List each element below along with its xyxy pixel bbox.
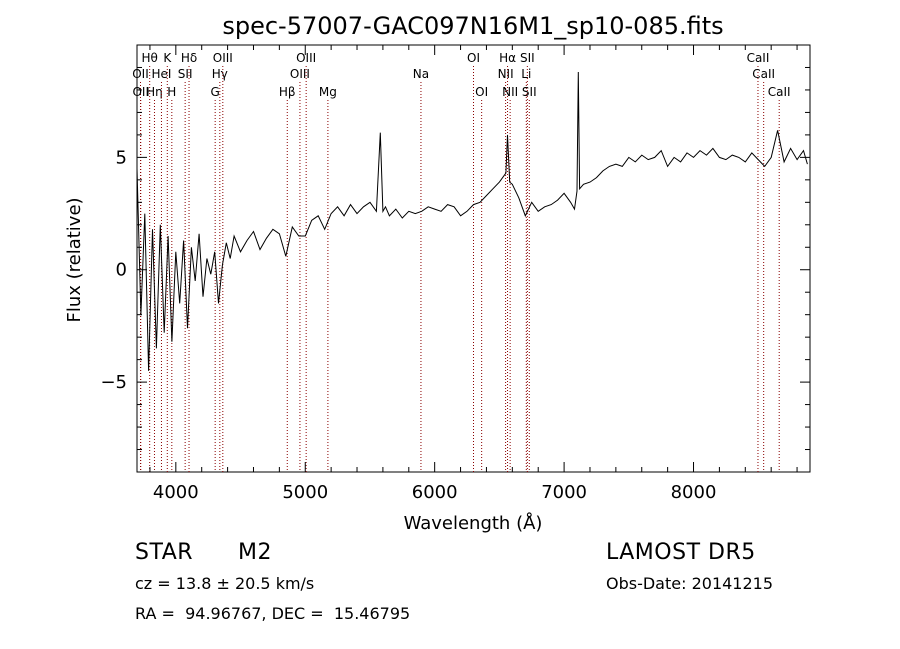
line-marker-label: Hγ [212, 67, 228, 81]
line-marker-label: OIII [290, 67, 310, 81]
y-tick-label: −5 [100, 372, 127, 393]
x-tick-label: 5000 [282, 482, 328, 503]
line-marker-label: Na [413, 67, 429, 81]
line-marker-label: NII [502, 85, 518, 99]
line-marker-label: SII [178, 67, 193, 81]
line-marker-label: CaII [768, 85, 791, 99]
object-subclass: M2 [238, 540, 272, 565]
redshift-text: cz = 13.8 ± 20.5 km/s [135, 574, 315, 593]
line-marker-label: CaII [752, 67, 775, 81]
line-marker-label: Li [521, 67, 531, 81]
spectrum-line [136, 71, 808, 371]
line-marker-label: Mg [319, 85, 337, 99]
line-marker-label: OIII [296, 51, 316, 65]
line-marker-label: HeI [151, 67, 171, 81]
line-marker-label: CaII [747, 51, 770, 65]
line-marker-label: Hα [499, 51, 516, 65]
line-marker-label: OI [475, 85, 488, 99]
line-marker-label: SII [522, 85, 537, 99]
x-tick-label: 6000 [412, 482, 458, 503]
line-marker-label: H [167, 85, 176, 99]
obs-date: Obs-Date: 20141215 [606, 574, 774, 593]
line-marker-label: K [163, 51, 172, 65]
line-marker-label: Hθ [141, 51, 157, 65]
x-tick-label: 7000 [541, 482, 587, 503]
line-marker-label: OII [132, 67, 149, 81]
line-marker-label: SII [520, 51, 535, 65]
y-tick-label: 5 [116, 147, 127, 168]
line-marker-label: OIII [213, 51, 233, 65]
line-marker-label: OI [467, 51, 480, 65]
y-tick-label: 0 [116, 260, 127, 281]
line-marker-label: G [211, 85, 220, 99]
x-tick-label: 8000 [671, 482, 717, 503]
y-axis-label: Flux (relative) [64, 197, 85, 322]
line-marker-label: OII [132, 85, 149, 99]
chart-title: spec-57007-GAC097N16M1_sp10-085.fits [222, 12, 723, 40]
line-marker-label: Hδ [181, 51, 197, 65]
line-marker-label: NII [498, 67, 514, 81]
x-tick-label: 4000 [153, 482, 199, 503]
survey-name: LAMOST DR5 [606, 540, 756, 565]
object-class: STAR [135, 540, 194, 565]
x-axis: 4000 5000 6000 7000 8000 [149, 45, 798, 503]
coordinates: RA = 94.96767, DEC = 15.46795 [135, 604, 411, 623]
line-marker-label: Hη [146, 85, 163, 99]
line-marker-label: Hβ [279, 85, 296, 99]
x-axis-label: Wavelength (Å) [404, 512, 543, 534]
